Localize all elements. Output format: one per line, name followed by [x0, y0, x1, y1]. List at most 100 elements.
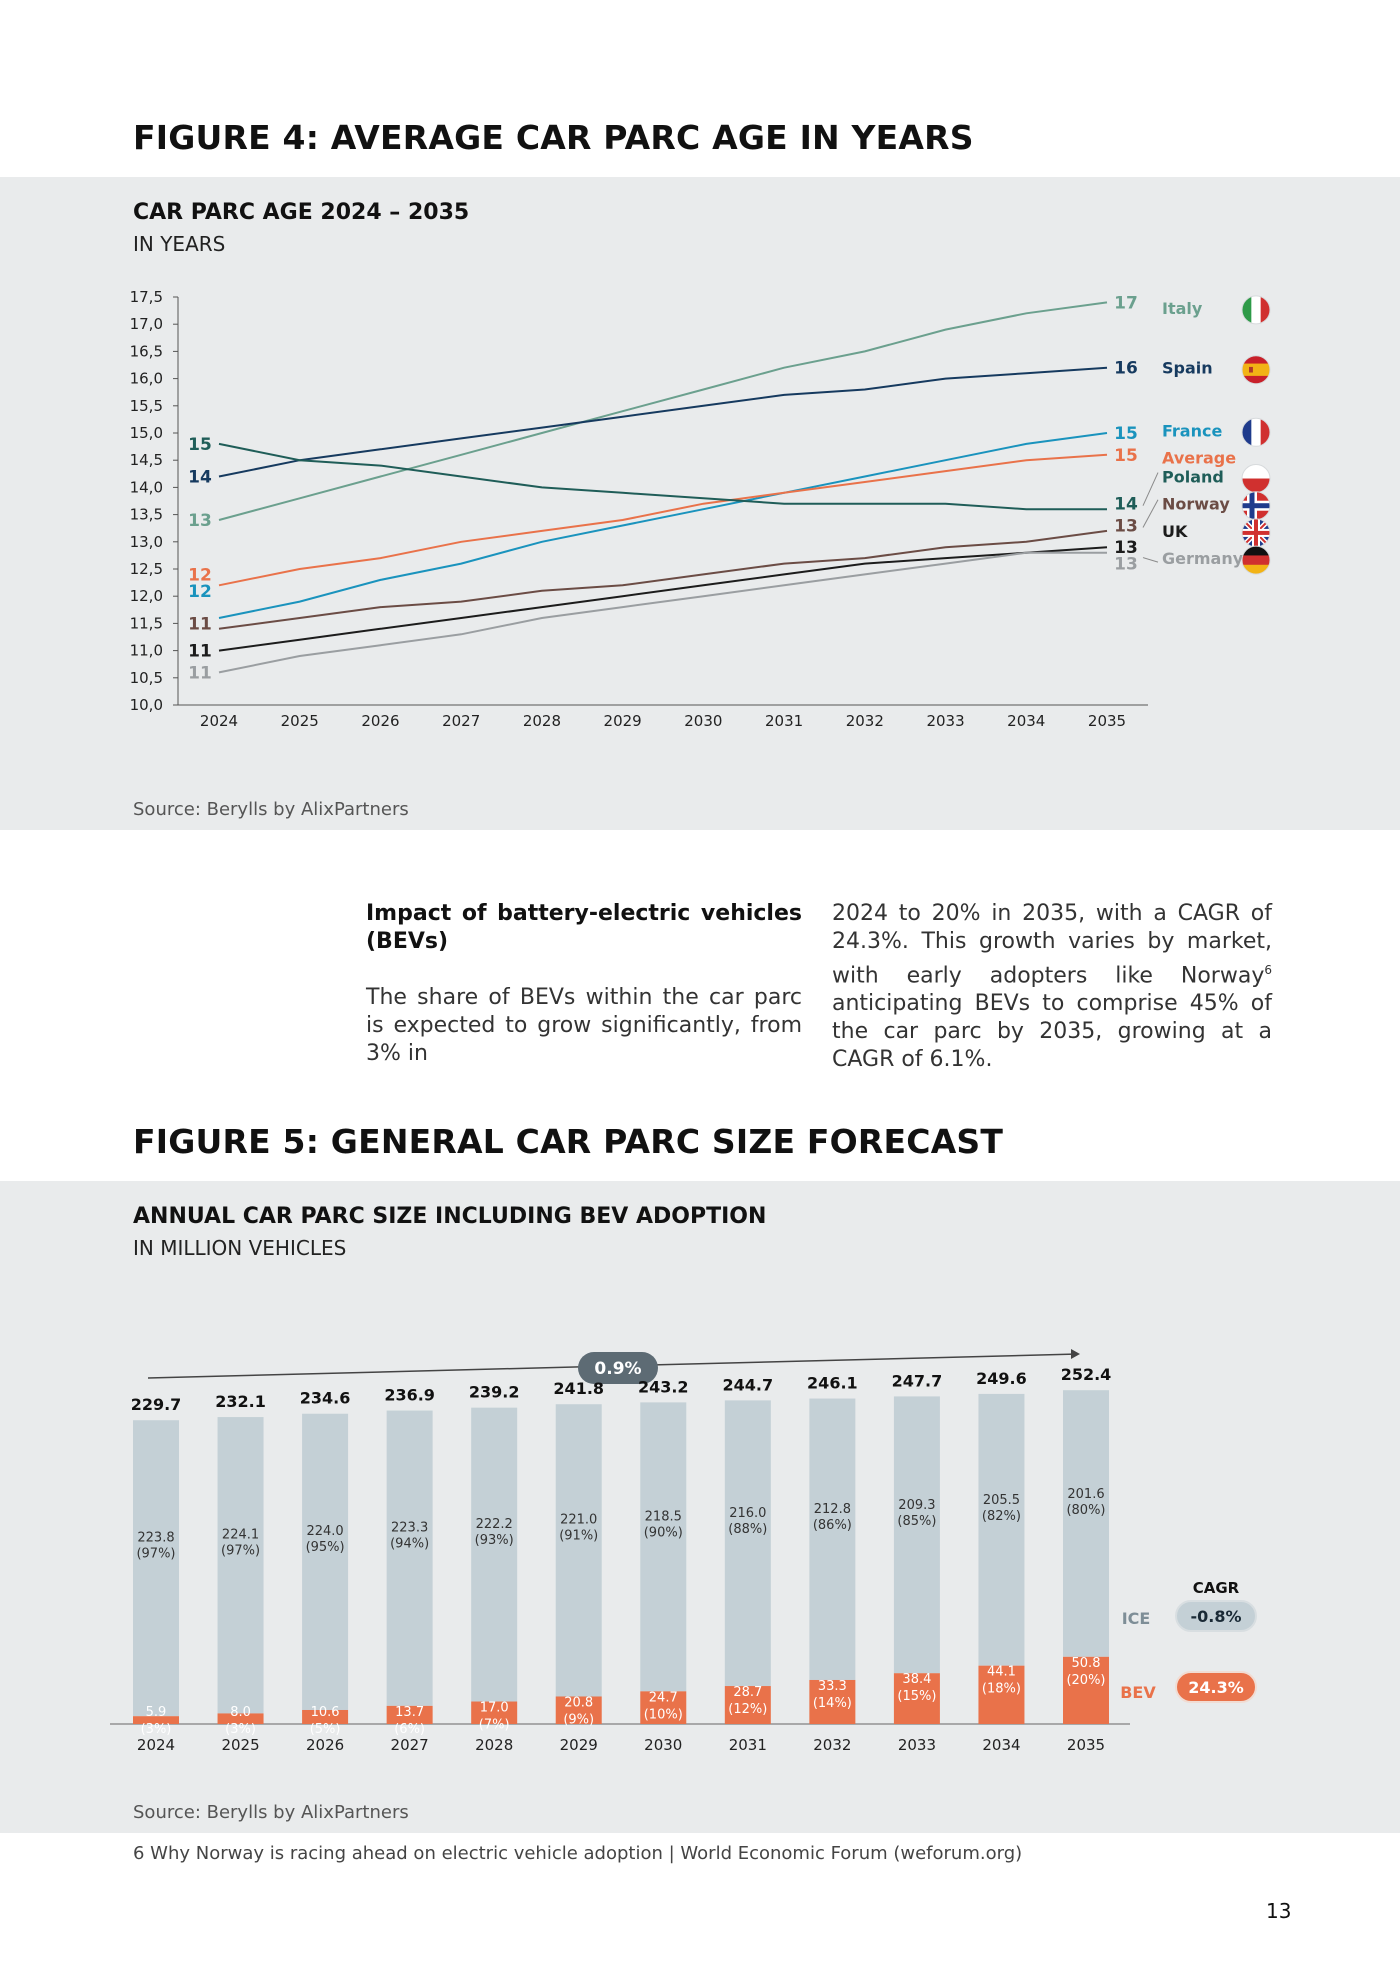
cagr-pill-bev: [1175, 1671, 1257, 1703]
y-tick-label: 14,5: [130, 451, 163, 469]
x-tick-label: 2027: [442, 712, 480, 730]
ice-value-label: 201.6: [1067, 1487, 1104, 1502]
y-tick-label: 16,5: [130, 342, 163, 360]
growth-pill: [578, 1352, 658, 1384]
x-tick-label: 2024: [137, 1736, 175, 1754]
legend-label-poland: Poland: [1162, 468, 1224, 487]
y-tick-label: 17,0: [130, 315, 163, 333]
flag-stripe: [1251, 418, 1262, 447]
article-paragraph-right-part1: 2024 to 20% in 2035, with a CAGR of 24.3…: [832, 901, 1272, 989]
ice-value-label: 205.5: [983, 1493, 1020, 1508]
ice-value-label: 222.2: [476, 1517, 513, 1532]
ice-value-label: 216.0: [729, 1506, 766, 1521]
bar-total-label: 229.7: [131, 1395, 182, 1414]
ice-share-label: (91%): [559, 1529, 598, 1544]
bev-value-label: 24.7: [649, 1690, 678, 1705]
figure-4-source: Source: Berylls by AlixPartners: [133, 799, 409, 820]
y-tick-label: 16,0: [130, 370, 163, 388]
ice-value-label: 223.3: [391, 1520, 428, 1535]
series-line-germany: [218, 551, 1107, 674]
chart-2-title: ANNUAL CAR PARC SIZE INCLUDING BEV ADOPT…: [133, 1204, 767, 1229]
bev-value-label: 17.0: [480, 1701, 509, 1716]
legend-label-italy: Italy: [1162, 299, 1203, 318]
series-line-france: [218, 432, 1108, 619]
bar-bev-2035: [1063, 1656, 1109, 1724]
flag-cross: [1242, 503, 1270, 509]
bev-share-label: (20%): [1066, 1673, 1105, 1688]
article-paragraph-right: 2024 to 20% in 2035, with a CAGR of 24.3…: [832, 900, 1272, 1074]
chart-1-title: CAR PARC AGE 2024 – 2035: [133, 200, 470, 225]
bar-total-label: 249.6: [976, 1369, 1027, 1388]
bar-ice-2026: [302, 1413, 349, 1710]
legend-label-average: Average: [1162, 448, 1236, 467]
bev-value-label: 28.7: [733, 1685, 762, 1700]
bar-bev-2028: [471, 1701, 518, 1724]
flag-band: [1242, 564, 1270, 575]
x-tick-label: 2028: [523, 712, 561, 730]
y-tick-label: 12,5: [130, 560, 163, 578]
bar-ice-2028: [471, 1407, 518, 1702]
flag-ring: [1241, 545, 1271, 575]
flag-band: [1242, 363, 1270, 376]
bev-share-label: (3%): [225, 1722, 256, 1737]
flag-uk-icon: [1241, 518, 1271, 548]
x-tick-label: 2033: [926, 712, 964, 730]
flag-band: [1242, 464, 1270, 479]
series-line-uk: [218, 546, 1108, 652]
end-label-uk: 13: [1114, 538, 1138, 558]
flag-band: [1242, 546, 1270, 556]
page-number: 13: [1266, 1899, 1292, 1923]
y-tick-label: 13,5: [130, 506, 163, 524]
cagr-value-bev: 24.3%: [1188, 1678, 1244, 1697]
flag-stripe: [1242, 418, 1252, 447]
start-label-norway: 11: [188, 614, 212, 634]
bar-ice-2027: [386, 1410, 433, 1706]
flag-band: [1242, 478, 1270, 493]
y-tick-label: 10,5: [130, 669, 163, 687]
ice-share-label: (86%): [813, 1518, 852, 1533]
start-label-average: 12: [188, 565, 212, 585]
end-label-average: 15: [1114, 446, 1138, 466]
ice-share-label: (80%): [1066, 1503, 1105, 1518]
bar-ice-2035: [1063, 1390, 1109, 1657]
x-tick-label: 2032: [846, 712, 884, 730]
bar-bev-2027: [386, 1705, 433, 1724]
flag-stripe: [1260, 295, 1270, 324]
bar-total-label: 239.2: [469, 1383, 520, 1402]
x-tick-label: 2033: [898, 1736, 936, 1754]
end-label-germany: 13: [1114, 555, 1138, 575]
ice-value-label: 224.0: [306, 1524, 343, 1539]
bar-chart: 0.9%229.7223.8(97%)5.9(3%)2024232.1224.1…: [110, 1349, 1257, 1754]
bev-share-label: (15%): [897, 1689, 936, 1704]
end-label-norway: 13: [1114, 516, 1138, 536]
bev-value-label: 8.0: [230, 1705, 251, 1720]
y-tick-label: 17,5: [130, 288, 163, 306]
bar-bev-2029: [555, 1696, 602, 1724]
flag-fill: [1242, 546, 1270, 575]
x-tick-label: 2034: [1007, 712, 1045, 730]
bev-value-label: 10.6: [311, 1705, 340, 1720]
end-label-italy: 17: [1114, 293, 1138, 313]
flag-spain-icon: [1241, 355, 1271, 385]
flag-ring: [1241, 295, 1271, 325]
bev-share-label: (3%): [141, 1722, 172, 1737]
cagr-pill-ice: [1175, 1600, 1257, 1632]
flag-emblem: [1249, 366, 1253, 373]
chart-2-subtitle: IN MILLION VEHICLES: [133, 1236, 347, 1260]
bar-bev-2026: [302, 1709, 349, 1724]
end-label-poland: 14: [1114, 495, 1138, 515]
legend-label-norway: Norway: [1162, 495, 1230, 514]
x-tick-label: 2032: [813, 1736, 851, 1754]
article-paragraph-right-part2: anticipating BEVs to comprise 45% of the…: [832, 991, 1272, 1073]
flag-stripe: [1242, 295, 1252, 324]
ice-share-label: (85%): [897, 1514, 936, 1529]
flag-fill: [1242, 464, 1270, 493]
ice-value-label: 212.8: [814, 1502, 851, 1517]
y-tick-label: 12,0: [130, 587, 163, 605]
ice-share-label: (97%): [221, 1543, 260, 1558]
bar-bev-2033: [893, 1673, 940, 1724]
bar-total-label: 236.9: [384, 1386, 435, 1405]
figure-5-source: Source: Berylls by AlixPartners: [133, 1802, 409, 1823]
bar-bev-2025: [217, 1713, 264, 1724]
bar-total-label: 234.6: [300, 1389, 351, 1408]
